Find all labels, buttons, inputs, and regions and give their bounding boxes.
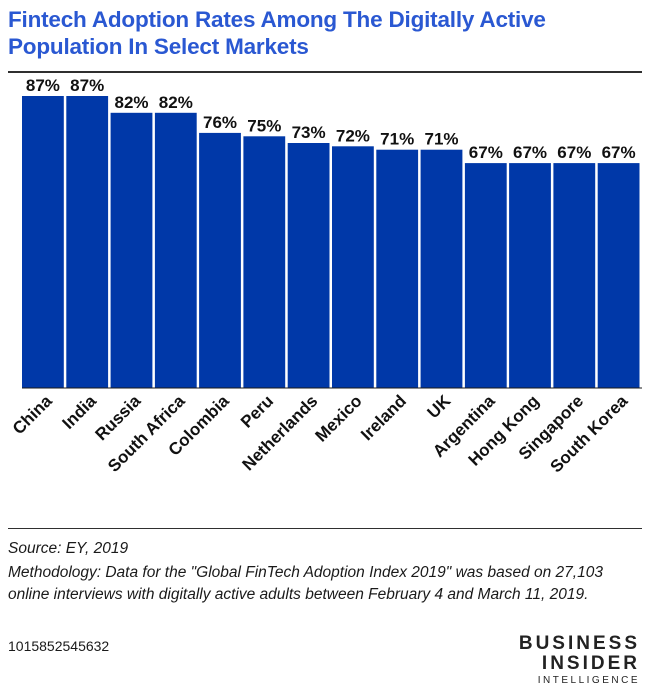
value-label-mexico: 72%	[336, 126, 370, 145]
value-label-india: 87%	[70, 76, 104, 95]
value-label-netherlands: 73%	[292, 123, 326, 142]
value-label-china: 87%	[26, 76, 60, 95]
category-label-mexico: Mexico	[312, 391, 366, 445]
bar-peru	[243, 136, 286, 388]
chart-id-code: 1015852545632	[8, 638, 110, 654]
category-label-china: China	[9, 391, 56, 438]
bar-uk	[420, 149, 463, 388]
bar-india	[66, 96, 109, 388]
bar-russia	[110, 112, 153, 389]
value-label-south-africa: 82%	[159, 93, 193, 112]
logo-line-intelligence: INTELLIGENCE	[537, 675, 640, 686]
methodology-note: Methodology: Data for the "Global FinTec…	[8, 564, 603, 603]
value-label-russia: 82%	[114, 93, 148, 112]
value-labels-group: 87% 87% 82% 82% 76% 75% 73% 72% 71% 71% 67% 67% 67% 6…	[26, 76, 636, 162]
value-label-south-korea: 67%	[602, 143, 636, 162]
bar-colombia	[199, 132, 241, 388]
bar-chart: 87% 87% 82% 82% 76% 75% 73% 72% 71% 71% 67% 67% 67% 6…	[9, 76, 642, 476]
value-label-uk: 71%	[424, 130, 458, 149]
bar-south-africa	[154, 112, 197, 389]
logo-line-business: BUSINESS	[518, 633, 640, 654]
category-label-peru: Peru	[237, 391, 277, 431]
footer-divider	[8, 528, 642, 529]
bar-south-korea	[597, 163, 640, 388]
value-label-peru: 75%	[247, 116, 281, 135]
title-divider	[8, 71, 642, 73]
bar-china	[22, 96, 64, 388]
chart-title: Fintech Adoption Rates Among The Digital…	[8, 7, 546, 59]
bar-ireland	[376, 149, 419, 388]
source-note: Source: EY, 2019	[8, 540, 129, 557]
bars-group	[22, 96, 640, 389]
bar-netherlands	[287, 143, 330, 388]
value-label-singapore: 67%	[557, 143, 591, 162]
logo-line-insider: INSIDER	[541, 653, 640, 674]
bar-hong-kong	[509, 163, 551, 388]
bar-argentina	[464, 163, 507, 388]
category-label-south-korea: South Korea	[547, 391, 632, 476]
bar-mexico	[332, 146, 374, 388]
bar-singapore	[553, 163, 596, 388]
category-label-ireland: Ireland	[357, 391, 410, 444]
category-label-uk: UK	[424, 391, 455, 422]
business-insider-intelligence-logo: BUSINESS INSIDER INTELLIGENCE	[519, 634, 640, 688]
value-label-hong-kong: 67%	[513, 143, 547, 162]
value-label-argentina: 67%	[469, 143, 503, 162]
category-label-india: India	[59, 391, 101, 433]
value-label-colombia: 76%	[203, 113, 237, 132]
value-label-ireland: 71%	[380, 130, 414, 149]
